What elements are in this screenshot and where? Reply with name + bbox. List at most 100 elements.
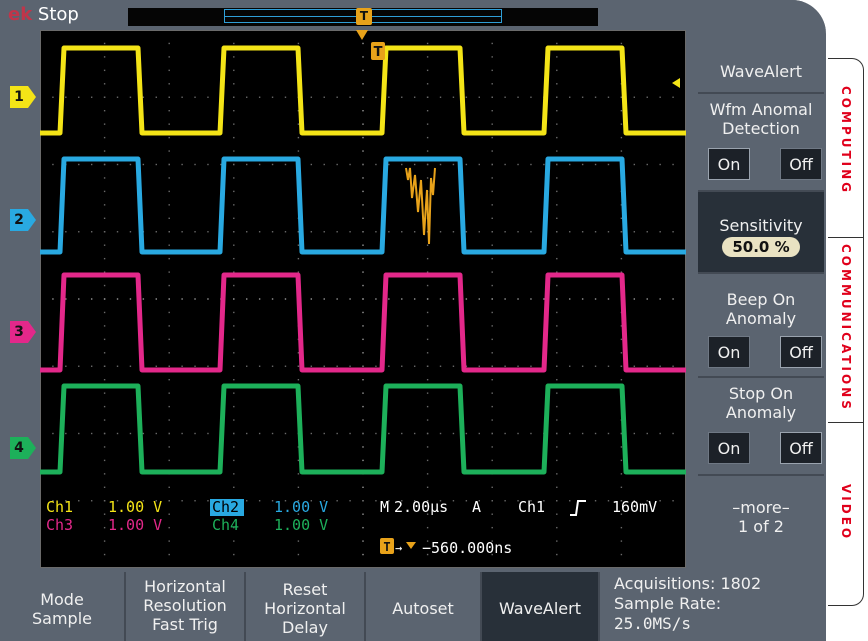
stop-off-button[interactable]: Off (780, 432, 822, 464)
trigger-level: 160mV (612, 498, 657, 516)
grid-dot (581, 231, 584, 233)
grid-dot (413, 163, 416, 166)
grid-dot (426, 83, 429, 85)
grid-dot (569, 163, 571, 166)
grid-dot (504, 298, 506, 300)
ch2-ground-marker[interactable]: 2 (10, 209, 36, 231)
grid-dot (491, 56, 493, 58)
grid-dot (517, 432, 519, 435)
grid-dot (207, 231, 209, 233)
beep-off-button[interactable]: Off (780, 336, 822, 368)
grid-dot (181, 163, 183, 166)
grid-dot (375, 298, 377, 300)
ch2-selected-highlight (210, 499, 244, 516)
grid-dot (103, 217, 106, 219)
grid-dot (452, 231, 455, 233)
grid-dot (491, 96, 493, 98)
grid-dot (207, 500, 209, 502)
ch3-ground-marker[interactable]: 3 (10, 321, 36, 343)
grid-dot (388, 163, 390, 166)
grid-dot (362, 257, 364, 260)
grid-dot (607, 432, 610, 435)
grid-dot (491, 150, 493, 152)
ch3-marker-label: 3 (10, 321, 28, 343)
grid-dot (413, 96, 416, 98)
grid-dot (620, 271, 623, 273)
grid-dot (362, 459, 364, 462)
grid-dot (233, 540, 235, 542)
horizontal-resolution-button[interactable]: Horizontal Resolution Fast Trig (126, 572, 246, 641)
grid-dot (556, 284, 558, 287)
grid-dot (426, 459, 429, 462)
grid-dot (142, 163, 145, 166)
grid-dot (103, 526, 106, 529)
grid-dot (478, 298, 480, 300)
grid-dot (142, 432, 145, 435)
grid-dot (569, 298, 571, 300)
waveform-graticule[interactable]: T Ch1 1.00 V Ch3 1.00 V Ch2 1.00 V Ch4 1… (40, 30, 686, 568)
mode-button[interactable]: Mode Sample (0, 572, 126, 641)
grid-dot (388, 432, 390, 435)
grid-dot (78, 163, 80, 166)
beep-on-button[interactable]: On (708, 336, 750, 368)
grid-dot (426, 338, 429, 341)
grid-dot (233, 486, 235, 488)
ch1-ground-marker[interactable]: 1 (10, 86, 36, 108)
grid-dot (194, 298, 196, 300)
grid-dot (103, 271, 106, 273)
grid-dot (504, 231, 506, 233)
more-label[interactable]: –more– (732, 498, 790, 517)
sensitivity-button[interactable]: Sensitivity 50.0 % (698, 192, 824, 272)
grid-dot (556, 432, 558, 435)
stop-on-button[interactable]: On (708, 432, 750, 464)
grid-dot (633, 298, 636, 300)
grid-dot (491, 257, 493, 260)
grid-dot (103, 513, 106, 515)
grid-dot (491, 244, 493, 246)
autoset-button[interactable]: Autoset (366, 572, 482, 641)
anomaly-detection-off-button[interactable]: Off (780, 148, 822, 180)
grid-dot (659, 298, 661, 300)
grid-dot (168, 204, 170, 206)
grid-dot (103, 298, 106, 300)
ch2-waveform (40, 156, 686, 255)
grid-dot (556, 42, 558, 45)
grid-dot (362, 338, 364, 341)
grid-dot (271, 432, 274, 435)
grid-dot (103, 257, 106, 260)
reset-horizontal-delay-button[interactable]: Reset Horizontal Delay (246, 572, 366, 641)
grid-dot (336, 365, 338, 367)
grid-dot (194, 163, 196, 166)
grid-dot (594, 298, 597, 300)
grid-dot (491, 271, 493, 273)
grid-dot (362, 123, 364, 125)
grid-dot (271, 231, 274, 233)
ch4-ground-marker[interactable]: 4 (10, 437, 36, 459)
grid-dot (556, 150, 558, 152)
grid-dot (233, 352, 235, 354)
grid-dot (90, 96, 93, 98)
grid-dot (258, 96, 261, 98)
grid-dot (491, 298, 493, 300)
grid-dot (620, 338, 623, 341)
run-status: ek Stop (8, 4, 79, 25)
grid-dot (246, 163, 248, 166)
grid-dot (233, 96, 235, 98)
grid-dot (168, 513, 170, 515)
grid-dot (491, 83, 493, 85)
grid-dot (297, 257, 300, 260)
grid-dot (65, 432, 67, 435)
grid-dot (556, 419, 558, 421)
anomaly-detection-on-button[interactable]: On (708, 148, 750, 180)
grid-dot (388, 500, 390, 502)
status-bar: ek Stop T (0, 0, 826, 30)
grid-dot (233, 83, 235, 85)
grid-dot (401, 298, 403, 300)
grid-dot (129, 231, 132, 233)
grid-dot (181, 500, 183, 502)
wavealert-button[interactable]: WaveAlert (482, 572, 600, 641)
sensitivity-label: Sensitivity (719, 216, 803, 235)
grid-dot (323, 231, 325, 233)
grid-dot (556, 123, 558, 125)
grid-dot (620, 110, 623, 112)
